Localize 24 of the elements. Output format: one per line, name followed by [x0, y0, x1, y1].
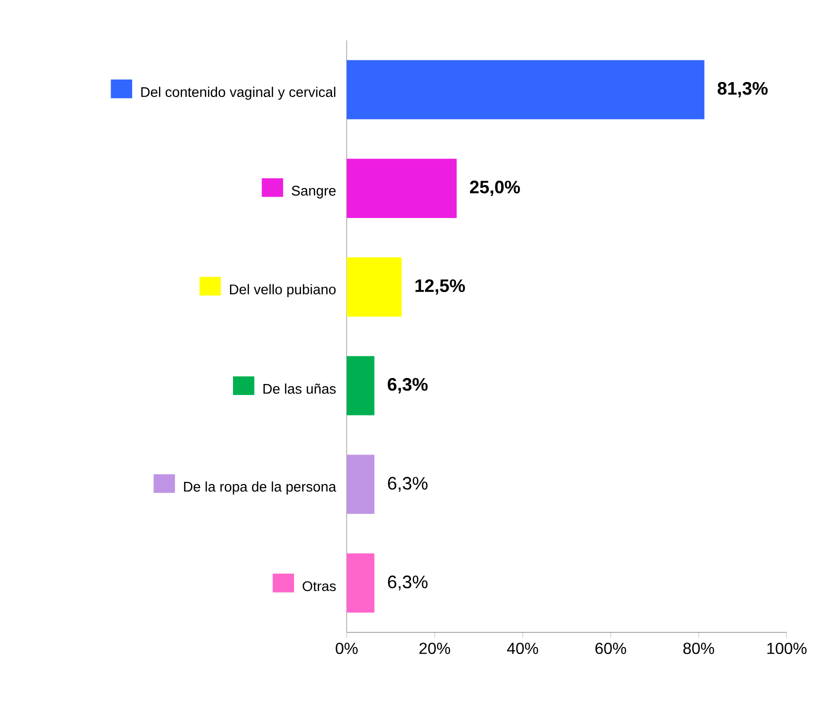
x-tick-label: 60% [595, 642, 626, 654]
y-tick-label: Sangre [292, 186, 336, 198]
x-tick-label: 80% [683, 642, 714, 654]
bar [346, 60, 704, 120]
y-tick-label: Otras [302, 581, 336, 592]
x-tick-label: 100% [767, 642, 807, 654]
bar [346, 158, 457, 218]
y-tick-label: De las uñas [263, 384, 336, 394]
y-tick-label: De la ropa de la persona [184, 481, 336, 494]
x-tick-label: 40% [507, 642, 538, 654]
data-label: 81,3% [718, 82, 768, 98]
x-tick-label: 0% [336, 642, 358, 654]
data-label: 6,3% [388, 378, 428, 394]
bar [346, 257, 402, 317]
bar [346, 356, 374, 416]
data-label: 12,5% [416, 279, 465, 295]
x-tick-label: 20% [419, 642, 450, 654]
data-label: 25,0% [470, 180, 520, 196]
y-tick-label: Del contenido vaginal y cervical [141, 86, 336, 100]
bar [346, 454, 374, 514]
y-tick-label: Del vello pubiano [230, 284, 336, 298]
data-label: 6,3% [388, 576, 428, 590]
data-label: 6,3% [388, 476, 428, 492]
bar [346, 553, 374, 613]
